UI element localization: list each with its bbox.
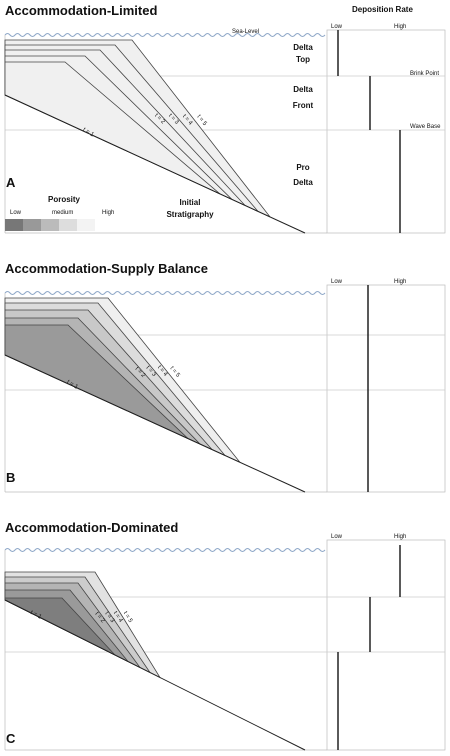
rate-box xyxy=(326,284,446,493)
rate-low: Low xyxy=(331,279,343,285)
rate-high: High xyxy=(394,534,406,540)
porosity-low: Low xyxy=(10,210,22,216)
initial-stratigraphy xyxy=(4,94,306,234)
rate-high: High xyxy=(394,279,406,285)
sea-level xyxy=(4,33,326,37)
rate-high: High xyxy=(394,24,406,30)
porosity-swatch xyxy=(41,219,59,231)
panel-letter: B xyxy=(6,470,15,485)
zone-label: Pro xyxy=(296,163,309,172)
porosity-medium: medium xyxy=(52,210,73,216)
panel-title: Accommodation-Dominated xyxy=(5,520,178,535)
zone-label: Delta xyxy=(293,85,313,94)
panel-title: Accommodation-Supply Balance xyxy=(5,261,208,276)
deposition-rate-label: Deposition Rate xyxy=(352,5,413,14)
zone-label: Front xyxy=(293,101,314,110)
sea-level xyxy=(4,548,326,552)
porosity-swatch xyxy=(23,219,41,231)
zone-label: Delta xyxy=(293,178,313,187)
initial-stratigraphy xyxy=(4,599,306,751)
layer-label: t = 4 xyxy=(112,610,124,624)
initial-stratigraphy-label: Initial xyxy=(180,198,201,207)
zone-label: Delta xyxy=(293,43,313,52)
porosity-swatch xyxy=(77,219,95,231)
rate-low: Low xyxy=(331,24,343,30)
initial-stratigraphy-label: Stratigraphy xyxy=(166,210,214,219)
porosity-swatch xyxy=(59,219,77,231)
panel-title: Accommodation-Limited xyxy=(5,3,157,18)
zone-label: Top xyxy=(296,55,310,64)
rate-low: Low xyxy=(331,534,343,540)
sea-level-label: Sea-Level xyxy=(232,29,259,35)
porosity-title: Porosity xyxy=(48,195,81,204)
panel-letter: A xyxy=(6,175,16,190)
panel-letter: C xyxy=(6,731,16,746)
wave-base: Wave Base xyxy=(410,124,441,130)
porosity-high: High xyxy=(102,210,114,216)
sea-level xyxy=(4,291,326,295)
initial-stratigraphy xyxy=(4,354,306,493)
rate-box xyxy=(326,539,446,751)
layer-label: t = 5 xyxy=(122,611,134,625)
brink-point: Brink Point xyxy=(410,71,439,77)
rate-box xyxy=(326,29,446,234)
porosity-swatch xyxy=(5,219,23,231)
